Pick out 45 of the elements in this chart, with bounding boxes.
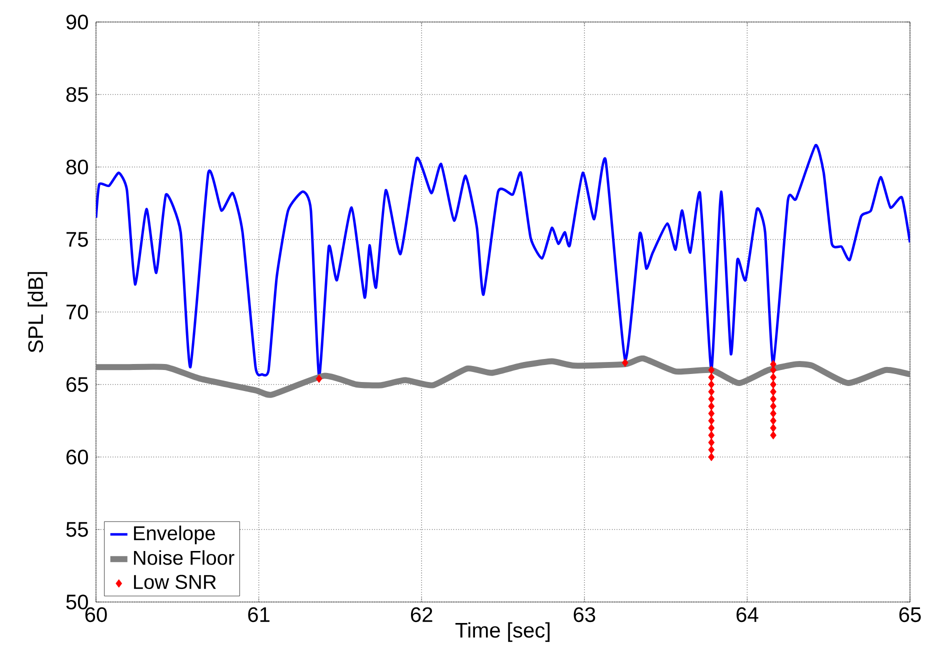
point [770, 380, 776, 389]
point [316, 374, 322, 383]
y-tick-label: 85 [66, 87, 88, 102]
point [708, 438, 715, 447]
point [708, 366, 715, 374]
point [770, 409, 776, 418]
point [770, 388, 776, 396]
x-axis-title: Time [sec] [455, 622, 550, 642]
x-tick-label: 65 [899, 607, 921, 622]
y-tick-label: 70 [66, 304, 88, 320]
point [770, 416, 776, 425]
point [708, 431, 715, 440]
y-tick-label: 90 [66, 14, 88, 30]
point [708, 380, 715, 389]
point [708, 394, 715, 404]
point [622, 358, 628, 367]
point [770, 394, 776, 404]
point [708, 388, 715, 396]
legend-label: Low SNR [134, 574, 216, 590]
x-tick-label: 63 [574, 607, 596, 622]
y-axis-title: SPL [dB] [28, 272, 48, 352]
y-tick-label: 65 [66, 377, 88, 392]
point [708, 416, 715, 425]
point [708, 446, 715, 454]
y-tick-label: 55 [66, 522, 88, 537]
point [708, 452, 715, 462]
x-tick-label: 60 [85, 607, 107, 622]
point [770, 360, 776, 368]
point [770, 431, 776, 440]
point [770, 402, 776, 410]
x-tick-label: 61 [248, 607, 270, 622]
y-tick-label: 50 [66, 594, 88, 610]
point [770, 424, 776, 432]
point [708, 409, 715, 418]
point [708, 424, 715, 432]
point [708, 402, 715, 410]
point [770, 373, 776, 382]
y-tick-label: 60 [66, 450, 88, 464]
x-tick-label: 62 [410, 607, 432, 622]
x-tick-label: 64 [736, 607, 758, 622]
legend-label: Noise Floor [134, 550, 234, 565]
y-tick-label: 80 [66, 160, 88, 174]
legend-label: Envelope [134, 526, 215, 544]
point [708, 373, 715, 382]
y-tick-label: 75 [66, 232, 88, 247]
